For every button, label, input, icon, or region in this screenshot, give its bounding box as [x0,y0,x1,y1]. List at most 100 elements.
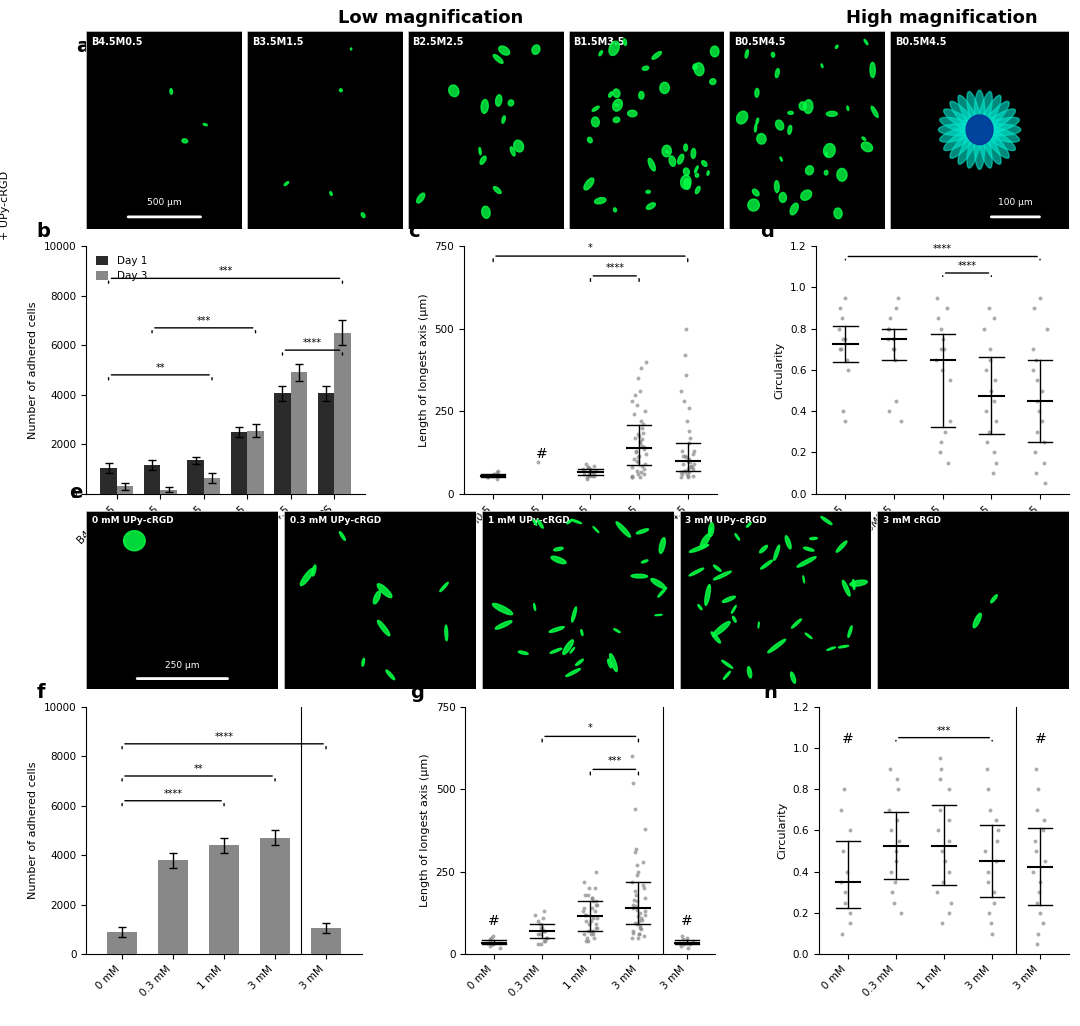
Ellipse shape [732,617,737,622]
Point [1027,352,1044,368]
Point [983,915,1000,932]
Ellipse shape [848,626,852,637]
Ellipse shape [711,46,719,56]
Point [885,330,902,347]
Point [1036,455,1053,471]
Text: ****: **** [163,789,183,799]
Ellipse shape [861,142,873,152]
Point [634,876,651,893]
Text: e: e [69,483,82,502]
Point [880,320,897,337]
Point [627,898,645,914]
Point [624,924,642,941]
Ellipse shape [976,124,1015,151]
Point [980,905,997,921]
Point [575,903,592,919]
Ellipse shape [712,632,720,643]
Text: ****: **** [303,339,322,348]
Point [977,362,995,379]
Text: 100 μm: 100 μm [998,198,1032,207]
Point [936,424,954,440]
Point [633,464,650,480]
Point [535,910,552,926]
Ellipse shape [710,79,716,84]
Ellipse shape [374,591,380,604]
Point [589,919,606,936]
Ellipse shape [710,527,712,534]
Point [685,446,702,463]
Point [685,933,702,949]
Ellipse shape [787,111,794,114]
Ellipse shape [567,519,572,524]
Point [980,864,997,880]
Point [575,461,592,477]
Ellipse shape [417,193,424,203]
Point [636,456,653,472]
Point [679,452,697,469]
Text: #: # [536,446,548,461]
Ellipse shape [759,546,768,553]
Point [834,925,851,942]
Point [929,289,946,306]
Point [1028,424,1045,440]
Ellipse shape [758,622,759,628]
Point [931,750,948,766]
Ellipse shape [773,545,780,560]
Point [580,467,597,483]
Point [1036,434,1053,450]
Text: 3 mM UPy-cRGD: 3 mM UPy-cRGD [686,516,767,525]
Point [632,412,649,429]
Point [583,467,600,483]
Text: 0 mM UPy-cRGD: 0 mM UPy-cRGD [92,516,174,525]
Text: ****: **** [933,244,953,254]
Point [678,412,696,429]
Bar [260,838,291,954]
Point [634,438,651,455]
Point [841,822,859,838]
Ellipse shape [940,125,983,143]
Bar [144,465,160,494]
Point [980,874,997,891]
Point [625,406,643,423]
Point [1031,874,1049,891]
Point [837,289,854,306]
Text: f: f [37,682,45,702]
Text: ***: *** [197,316,211,326]
Point [636,906,653,922]
Ellipse shape [361,212,365,218]
Ellipse shape [563,640,573,655]
Point [624,922,642,939]
Ellipse shape [842,581,850,596]
Ellipse shape [616,522,631,538]
Text: + UPy-cRGD: + UPy-cRGD [163,563,232,573]
Point [625,450,643,467]
Text: d: d [760,223,774,241]
Point [680,400,698,417]
Ellipse shape [705,585,711,605]
Point [887,874,904,891]
Ellipse shape [300,568,314,586]
Point [881,760,899,777]
Ellipse shape [203,123,207,126]
Point [942,413,959,430]
Text: B3.5M1.5: B3.5M1.5 [252,37,303,47]
Ellipse shape [386,670,394,679]
Ellipse shape [768,639,785,653]
Point [623,873,640,890]
Point [535,903,552,919]
Point [626,883,644,900]
Ellipse shape [976,120,993,168]
Ellipse shape [967,115,993,145]
Y-axis label: Number of adhered cells: Number of adhered cells [28,761,39,899]
Ellipse shape [648,158,656,171]
Point [933,320,950,337]
Point [637,354,654,370]
Point [980,781,997,797]
Ellipse shape [362,659,365,666]
Ellipse shape [958,121,983,164]
Point [584,926,602,943]
Point [585,464,603,480]
Point [1031,289,1049,306]
Y-axis label: Length of longest axis (μm): Length of longest axis (μm) [419,293,429,446]
Point [634,911,651,928]
